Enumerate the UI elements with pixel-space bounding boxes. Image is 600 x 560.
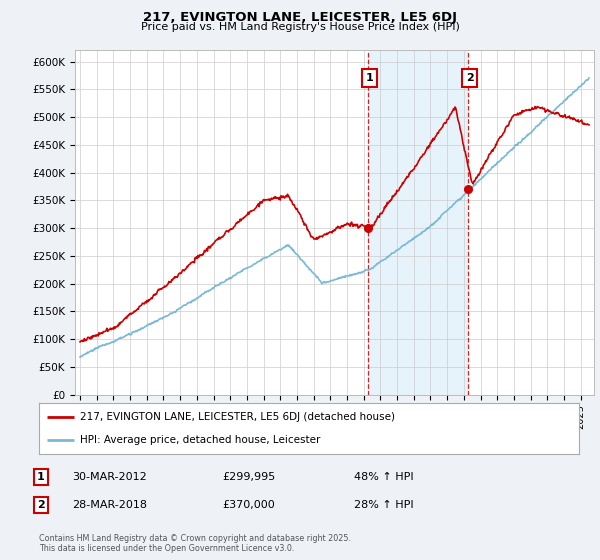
- Text: Contains HM Land Registry data © Crown copyright and database right 2025.
This d: Contains HM Land Registry data © Crown c…: [39, 534, 351, 553]
- Text: Price paid vs. HM Land Registry's House Price Index (HPI): Price paid vs. HM Land Registry's House …: [140, 22, 460, 32]
- Text: 48% ↑ HPI: 48% ↑ HPI: [354, 472, 413, 482]
- Text: £299,995: £299,995: [222, 472, 275, 482]
- Text: 2: 2: [37, 500, 44, 510]
- Text: 2: 2: [466, 73, 473, 83]
- Text: £370,000: £370,000: [222, 500, 275, 510]
- Text: 217, EVINGTON LANE, LEICESTER, LE5 6DJ (detached house): 217, EVINGTON LANE, LEICESTER, LE5 6DJ (…: [79, 412, 395, 422]
- Text: 28% ↑ HPI: 28% ↑ HPI: [354, 500, 413, 510]
- Text: 217, EVINGTON LANE, LEICESTER, LE5 6DJ: 217, EVINGTON LANE, LEICESTER, LE5 6DJ: [143, 11, 457, 24]
- Text: 28-MAR-2018: 28-MAR-2018: [72, 500, 147, 510]
- Text: HPI: Average price, detached house, Leicester: HPI: Average price, detached house, Leic…: [79, 436, 320, 446]
- Text: 1: 1: [365, 73, 373, 83]
- Bar: [368, 50, 468, 395]
- Text: 30-MAR-2012: 30-MAR-2012: [72, 472, 147, 482]
- Text: 1: 1: [37, 472, 44, 482]
